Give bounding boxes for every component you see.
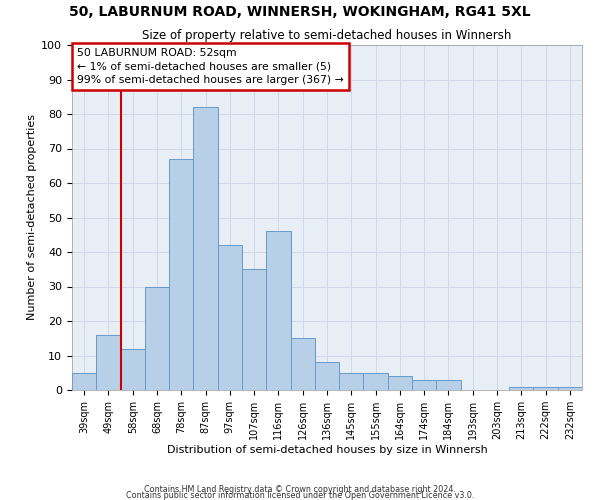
Bar xyxy=(218,245,242,390)
Bar xyxy=(96,335,121,390)
Bar xyxy=(242,269,266,390)
Bar xyxy=(121,348,145,390)
Bar xyxy=(339,373,364,390)
Bar xyxy=(169,159,193,390)
Text: Contains public sector information licensed under the Open Government Licence v3: Contains public sector information licen… xyxy=(126,490,474,500)
Bar xyxy=(145,286,169,390)
Bar xyxy=(266,232,290,390)
Bar xyxy=(509,386,533,390)
Text: Contains HM Land Registry data © Crown copyright and database right 2024.: Contains HM Land Registry data © Crown c… xyxy=(144,484,456,494)
Text: 50, LABURNUM ROAD, WINNERSH, WOKINGHAM, RG41 5XL: 50, LABURNUM ROAD, WINNERSH, WOKINGHAM, … xyxy=(69,5,531,19)
Bar xyxy=(72,373,96,390)
Text: 50 LABURNUM ROAD: 52sqm
← 1% of semi-detached houses are smaller (5)
99% of semi: 50 LABURNUM ROAD: 52sqm ← 1% of semi-det… xyxy=(77,48,344,85)
Bar xyxy=(193,107,218,390)
Bar xyxy=(364,373,388,390)
X-axis label: Distribution of semi-detached houses by size in Winnersh: Distribution of semi-detached houses by … xyxy=(167,445,487,455)
Title: Size of property relative to semi-detached houses in Winnersh: Size of property relative to semi-detach… xyxy=(142,30,512,43)
Bar xyxy=(436,380,461,390)
Bar xyxy=(388,376,412,390)
Bar xyxy=(558,386,582,390)
Bar xyxy=(533,386,558,390)
Y-axis label: Number of semi-detached properties: Number of semi-detached properties xyxy=(27,114,37,320)
Bar xyxy=(315,362,339,390)
Bar xyxy=(290,338,315,390)
Bar xyxy=(412,380,436,390)
